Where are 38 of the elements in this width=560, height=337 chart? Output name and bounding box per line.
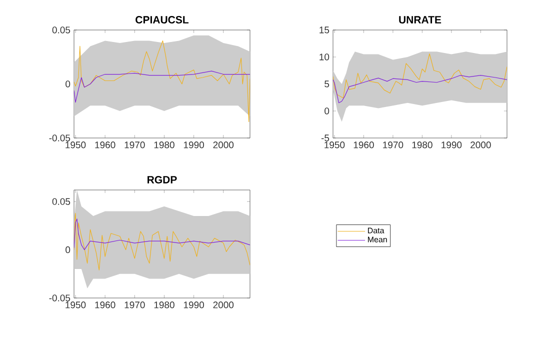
x-tick-label: 1970	[383, 142, 404, 148]
x-tick-label: 1960	[354, 142, 374, 148]
x-tick-label: 1960	[95, 142, 116, 148]
x-tick-label: 1970	[124, 142, 145, 148]
x-tick-label: 1980	[154, 142, 174, 148]
x-tick-label: 1970	[124, 302, 145, 308]
x-tick-label: 2000	[470, 142, 491, 148]
legend-label: Data	[368, 228, 384, 234]
x-tick-label: 1990	[442, 142, 462, 148]
x-tick-label: 1980	[154, 302, 174, 308]
y-tick-label: 10	[320, 54, 330, 60]
x-tick-label: 1990	[184, 142, 204, 148]
y-tick-label: 0	[66, 246, 70, 254]
x-tick-label: 1950	[324, 142, 345, 148]
y-tick-label: -5	[321, 134, 330, 142]
line-series	[74, 218, 250, 250]
y-tick-label: -0.05	[49, 294, 70, 302]
chart-title: UNRATE	[399, 16, 442, 24]
y-tick-label: 0	[66, 80, 70, 88]
y-tick-label: 5	[324, 80, 330, 88]
x-tick-label: 2000	[213, 302, 234, 308]
x-tick-label: 2000	[213, 142, 234, 148]
x-tick-label: 1960	[95, 302, 116, 308]
x-tick-label: 1990	[184, 302, 204, 308]
line-series	[333, 53, 507, 98]
y-tick-label: 0.05	[52, 26, 70, 34]
y-tick-label: -0.05	[49, 134, 70, 142]
x-tick-label: 1980	[412, 142, 432, 148]
y-tick-label: 0.05	[52, 198, 70, 205]
line-series	[74, 212, 250, 270]
chart-title: RGDP	[148, 176, 177, 184]
y-tick-label: 0	[324, 108, 330, 114]
y-tick-label: 15	[320, 26, 330, 34]
chart-title: CPIAUCSL	[136, 16, 188, 24]
x-tick-label: 1950	[66, 302, 86, 308]
legend-label: Mean	[368, 236, 387, 242]
line-series	[333, 75, 507, 104]
x-tick-label: 1950	[66, 142, 86, 148]
